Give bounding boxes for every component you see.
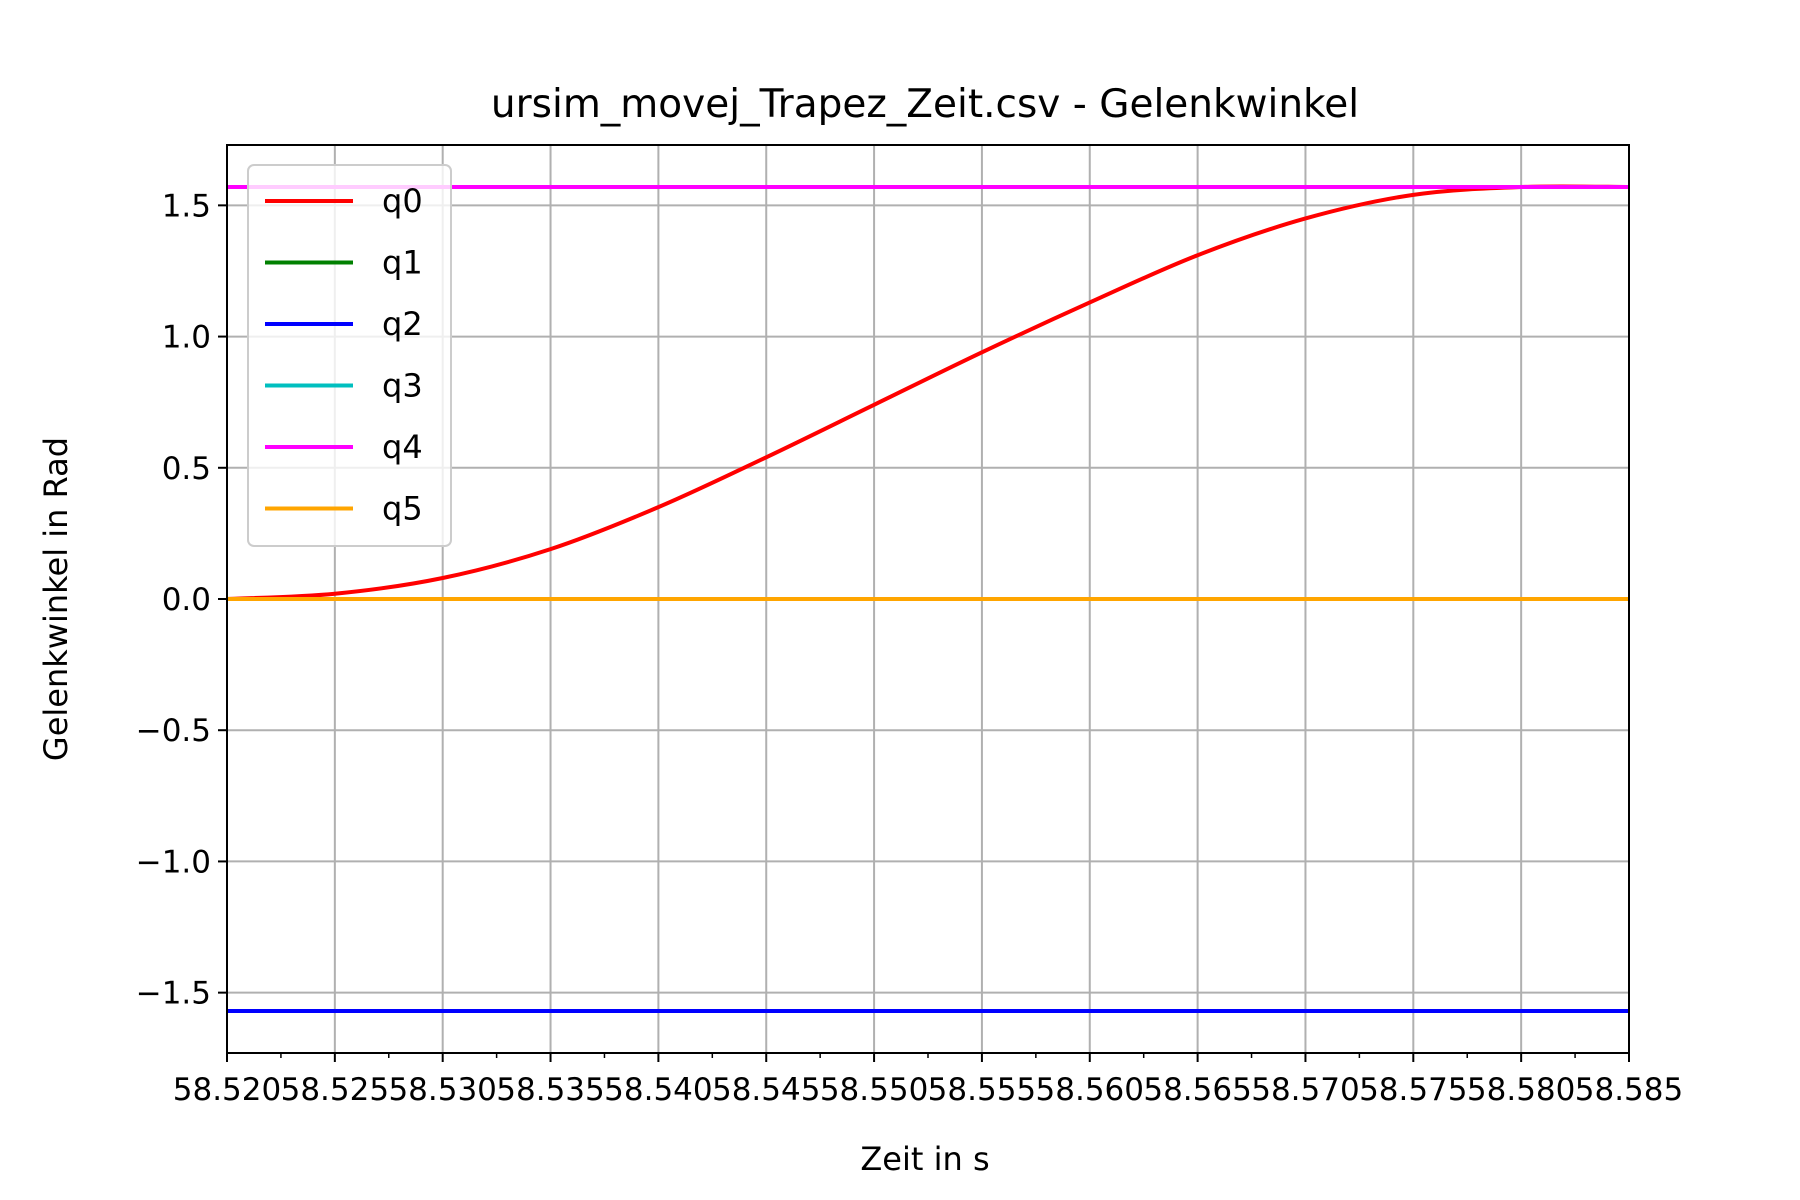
y-tick-label: 1.0 [162, 320, 211, 356]
x-tick-label: 58.525 [281, 1072, 389, 1108]
x-tick-label: 58.580 [1467, 1072, 1575, 1108]
y-axis: −1.5 −1.0 −0.5 0.0 0.5 1.0 1.5 [136, 188, 227, 1012]
chart-title: ursim_movej_Trapez_Zeit.csv - Gelenkwink… [491, 82, 1359, 127]
legend-label: q1 [382, 244, 423, 282]
series-line-q0 [226, 184, 1630, 601]
legend-item-q3: q3 [265, 367, 423, 405]
x-tick-label: 58.575 [1359, 1072, 1467, 1108]
legend-item-q4: q4 [265, 428, 423, 466]
x-axis-label: Zeit in s [860, 1140, 989, 1178]
legend-item-q1: q1 [265, 244, 423, 282]
legend-label: q2 [382, 305, 423, 343]
y-tick-label: 1.5 [162, 188, 211, 224]
y-tick-label: 0.5 [162, 451, 211, 487]
legend-box [247, 164, 452, 547]
x-tick-label: 58.530 [388, 1072, 496, 1108]
legend-label: q4 [382, 428, 423, 466]
legend-label: q0 [382, 182, 423, 220]
x-tick-label: 58.550 [820, 1072, 928, 1108]
y-tick-label: −0.5 [136, 713, 211, 749]
x-tick-label: 58.555 [928, 1072, 1036, 1108]
y-tick-label: −1.0 [136, 844, 211, 880]
y-tick-label: −1.5 [136, 976, 211, 1012]
x-tick-label: 58.585 [1575, 1072, 1683, 1108]
series-lines [226, 184, 1630, 1014]
y-axis-label: Gelenkwinkel in Rad [37, 437, 75, 761]
legend-label: q3 [382, 367, 423, 405]
x-tick-label: 58.520 [173, 1072, 281, 1108]
legend-label: q5 [382, 490, 423, 528]
legend: q0 q1 q2 q3 q4 q5 [247, 164, 452, 547]
y-tick-label: 0.0 [162, 582, 211, 618]
x-tick-label: 58.570 [1251, 1072, 1359, 1108]
legend-item-q0: q0 [265, 182, 423, 220]
legend-item-q5: q5 [265, 490, 423, 528]
legend-item-q2: q2 [265, 305, 423, 343]
x-tick-label: 58.535 [496, 1072, 604, 1108]
x-tick-label: 58.565 [1143, 1072, 1251, 1108]
x-tick-label: 58.540 [604, 1072, 712, 1108]
x-tick-label: 58.560 [1036, 1072, 1144, 1108]
x-axis: 58.520 58.525 58.530 58.535 58.540 58.545 58.5… [173, 1053, 1683, 1108]
x-tick-label: 58.545 [712, 1072, 820, 1108]
